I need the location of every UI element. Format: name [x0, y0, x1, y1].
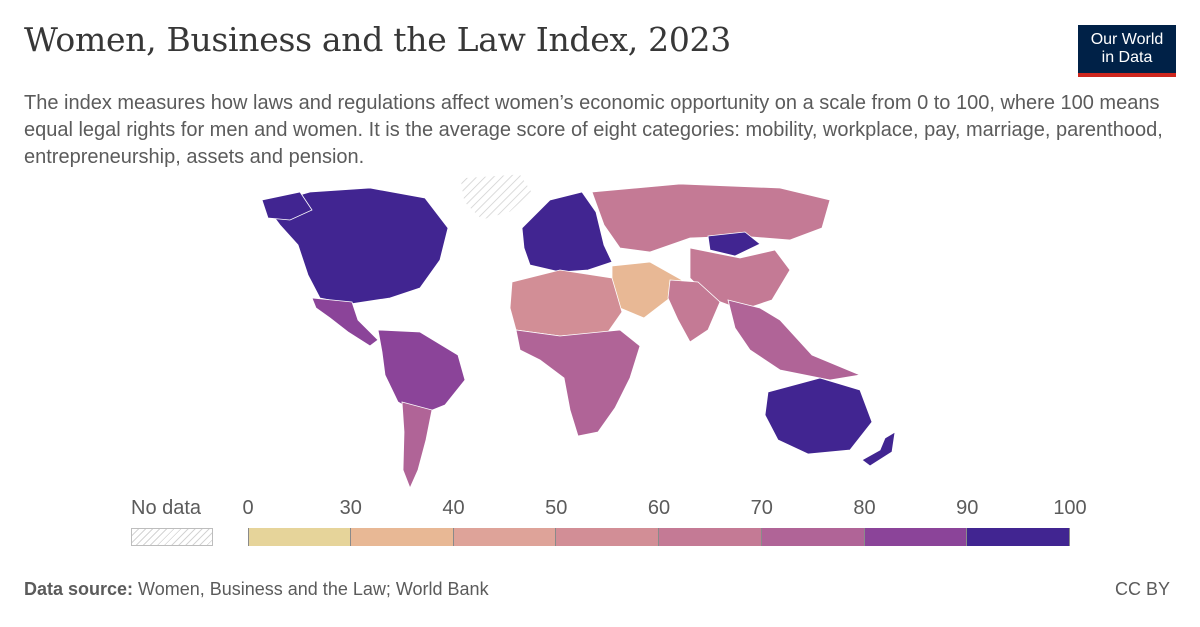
region-southeast-asia[interactable]	[727, 299, 862, 381]
region-australia[interactable]	[764, 377, 873, 455]
region-sub-saharan-africa[interactable]	[515, 329, 641, 437]
legend-tick-label: 60	[647, 497, 671, 519]
legend-bin[interactable]	[248, 528, 351, 546]
region-mongolia[interactable]	[707, 231, 761, 257]
region-greenland[interactable]	[459, 173, 533, 221]
legend-tick-label: 70	[750, 497, 773, 519]
legend-bin[interactable]	[967, 528, 1070, 546]
legend-color-scale: 0 30 40 50 60 70 80 90 100	[242, 497, 1087, 549]
region-mexico-central-america[interactable]	[311, 297, 379, 347]
region-south-america-south[interactable]	[401, 401, 433, 490]
license-link[interactable]: CC BY	[1114, 579, 1170, 599]
logo-line-2: in Data	[1101, 49, 1153, 66]
region-south-asia[interactable]	[667, 279, 721, 343]
data-source: Data source: Women, Business and the Law…	[24, 579, 489, 600]
legend-bin[interactable]	[350, 528, 454, 546]
region-north-africa[interactable]	[509, 269, 623, 337]
legend-bin[interactable]	[864, 528, 968, 546]
legend-bin[interactable]	[453, 528, 557, 546]
legend-no-data-label: No data	[131, 497, 202, 519]
chart-subtitle: The index measures how laws and regulati…	[24, 92, 1163, 168]
region-north-america[interactable]	[264, 187, 449, 305]
legend-tick-label: 0	[242, 497, 254, 519]
legend-tick-label: 80	[853, 497, 876, 519]
data-source-label: Data source:	[24, 579, 134, 599]
region-new-zealand[interactable]	[861, 431, 896, 467]
region-western-europe[interactable]	[521, 191, 613, 273]
world-map[interactable]	[220, 170, 940, 490]
legend-bin[interactable]	[761, 528, 865, 546]
legend-tick-label: 30	[339, 497, 362, 519]
region-south-america-north[interactable]	[377, 329, 466, 416]
owid-logo[interactable]: Our World in Data	[1078, 25, 1176, 77]
legend-tick-label: 100	[1053, 497, 1087, 519]
chart-title: Women, Business and the Law Index, 2023	[24, 20, 731, 59]
logo-line-1: Our World	[1090, 31, 1164, 48]
legend-no-data-swatch[interactable]	[131, 528, 213, 546]
legend-tick-label: 50	[545, 497, 568, 519]
region-russia-central-asia[interactable]	[591, 183, 831, 253]
legend-tick-label: 40	[442, 497, 465, 519]
data-source-text[interactable]: Women, Business and the Law; World Bank	[133, 579, 489, 599]
legend-bin[interactable]	[556, 528, 659, 546]
region-alaska[interactable]	[261, 191, 313, 221]
legend-tick-label: 90	[956, 497, 979, 519]
legend-bin[interactable]	[659, 528, 762, 546]
